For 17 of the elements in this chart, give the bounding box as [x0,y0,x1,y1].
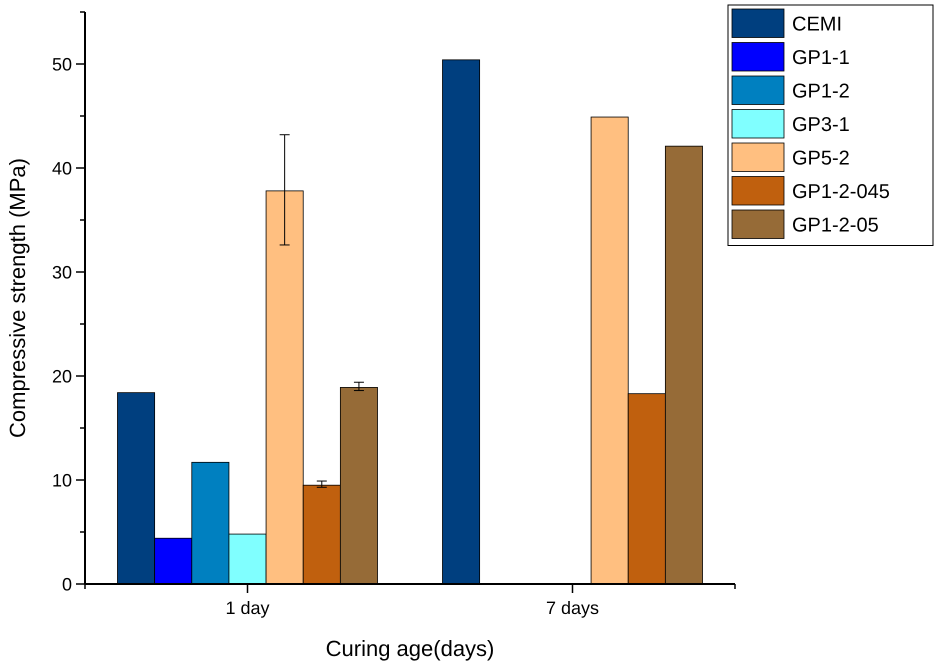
x-tick-label: 1 day [225,598,270,618]
y-tick-label: 0 [62,574,72,594]
y-tick-label: 10 [52,470,72,490]
legend-label: GP1-2-045 [792,180,890,203]
y-tick-label: 30 [52,262,72,282]
legend-label: GP1-2 [792,80,850,102]
legend-label: CEMI [792,13,842,36]
x-axis-title: Curing age(days) [326,636,494,661]
y-axis-title: Compressive strength (MPa) [5,158,30,438]
y-tick-label: 20 [52,366,72,386]
legend-label: GP1-2-05 [792,214,879,236]
y-tick-label: 50 [52,54,72,74]
x-tick-label: 7 days [546,598,600,618]
legend-label: GP5-2 [792,147,850,170]
legend-label: GP3-1 [792,114,850,136]
legend-label: GP1-1 [792,46,850,69]
y-tick-label: 40 [52,158,72,178]
